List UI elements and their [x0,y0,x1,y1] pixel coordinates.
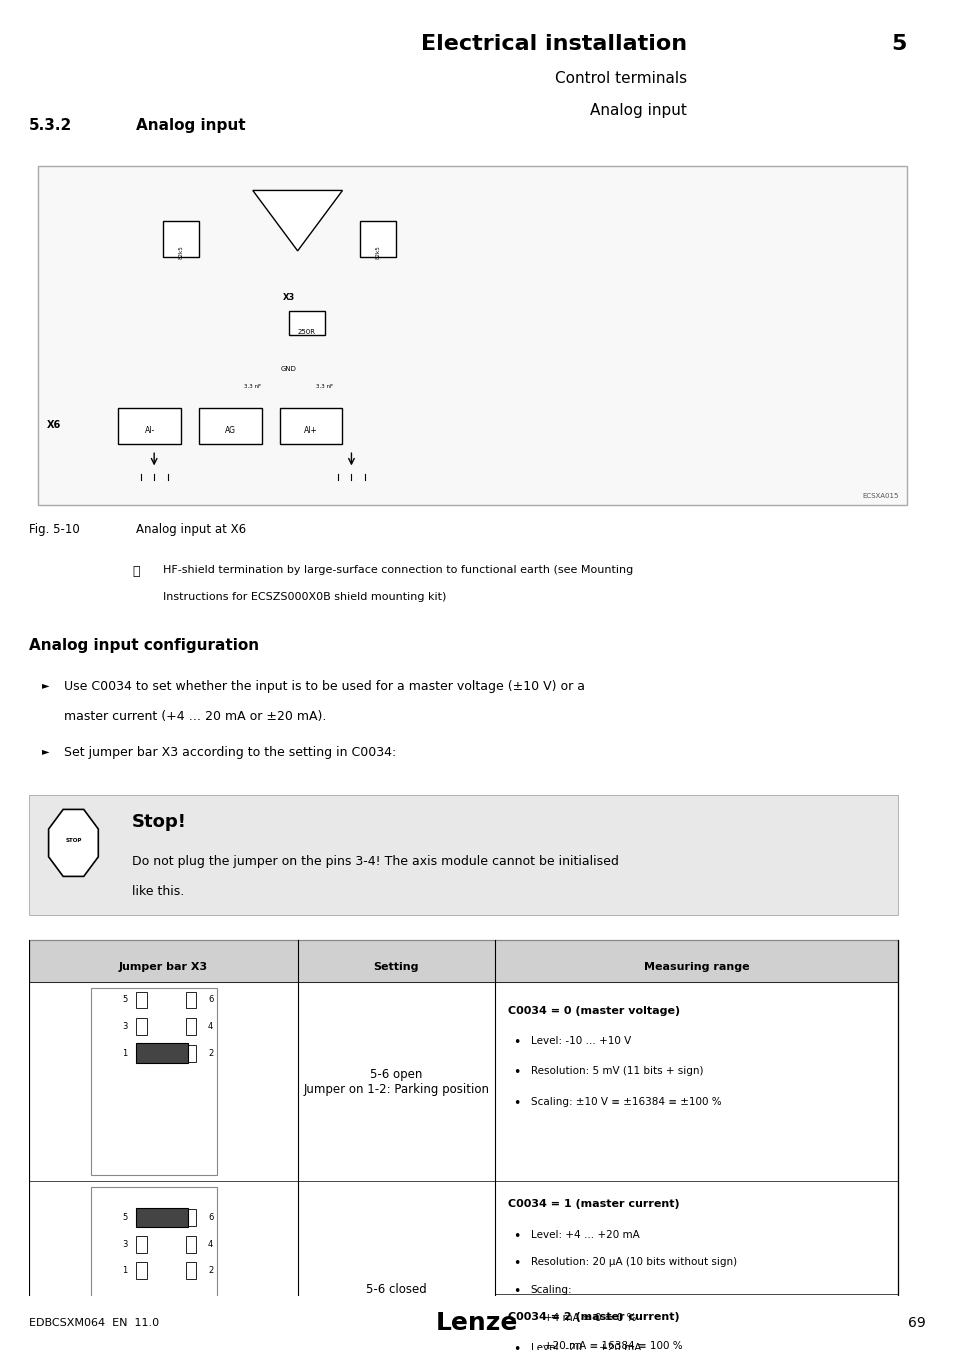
Text: •: • [513,1257,519,1270]
Text: 5: 5 [122,1212,127,1222]
FancyBboxPatch shape [29,795,898,915]
Text: Lenze: Lenze [436,1311,517,1335]
Bar [136,1045,147,1061]
Bar [136,1262,147,1278]
Bar [136,1018,147,1035]
FancyBboxPatch shape [37,166,906,505]
Text: Scaling:: Scaling: [530,1285,572,1295]
Text: 2: 2 [208,1049,213,1057]
Text: ECSXA015: ECSXA015 [862,493,898,498]
Text: Jumper bar X3: Jumper bar X3 [118,961,208,972]
Text: Electrical installation: Electrical installation [420,34,686,54]
Text: •: • [513,1096,519,1110]
Bar [118,408,181,444]
Bar [185,1235,196,1253]
Text: 3.3 nF: 3.3 nF [315,383,333,389]
Text: 5.3.2: 5.3.2 [29,117,71,132]
Text: Level: -20 … +20 mA: Level: -20 … +20 mA [530,1343,640,1350]
Text: 5-6 closed: 5-6 closed [366,1284,426,1296]
Text: AI-: AI- [145,427,154,435]
Text: 4: 4 [208,1022,213,1031]
Bar [136,1044,188,1062]
Text: Stop!: Stop! [132,813,187,830]
Text: 69: 69 [906,1316,924,1330]
Bar [29,940,898,981]
Text: EDBCSXM064  EN  11.0: EDBCSXM064 EN 11.0 [29,1318,158,1328]
Bar [279,408,342,444]
Text: Scaling: ±10 V ≡ ±16384 ≡ ±100 %: Scaling: ±10 V ≡ ±16384 ≡ ±100 % [530,1096,720,1107]
Text: C0034 = 1 (master current): C0034 = 1 (master current) [508,1199,679,1210]
Text: Analog input at X6: Analog input at X6 [136,522,246,536]
Bar [136,1208,188,1227]
Text: Use C0034 to set whether the input is to be used for a master voltage (±10 V) or: Use C0034 to set whether the input is to… [65,680,585,693]
Text: 250R: 250R [297,329,315,335]
Text: 5: 5 [122,995,127,1004]
Text: AG: AG [225,427,235,435]
Polygon shape [49,810,98,876]
Text: 2: 2 [208,1266,213,1276]
Polygon shape [253,190,342,251]
Text: X3: X3 [282,293,294,302]
Text: C0034 = 2 (master current): C0034 = 2 (master current) [508,1312,679,1323]
Bar [360,220,395,256]
Text: GND: GND [280,366,296,371]
Text: Do not plug the jumper on the pins 3-4! The axis module cannot be initialised: Do not plug the jumper on the pins 3-4! … [132,855,618,868]
Text: ►: ► [42,747,50,756]
Text: X6: X6 [47,420,61,431]
Bar [136,1235,147,1253]
Text: ►: ► [42,680,50,690]
Text: •: • [513,1343,519,1350]
Text: Resolution: 5 mV (11 bits + sign): Resolution: 5 mV (11 bits + sign) [530,1066,702,1076]
Text: STOP: STOP [65,838,82,842]
Bar [185,1210,196,1226]
Text: Control terminals: Control terminals [555,72,686,86]
Text: Analog input: Analog input [136,117,246,132]
Text: 4: 4 [208,1239,213,1249]
Text: 3.3 nF: 3.3 nF [244,383,261,389]
Text: Set jumper bar X3 according to the setting in C0034:: Set jumper bar X3 according to the setti… [65,747,396,759]
Text: 6: 6 [208,1212,213,1222]
Text: 5-6 open
Jumper on 1-2: Parking position: 5-6 open Jumper on 1-2: Parking position [303,1068,489,1096]
Bar [289,312,324,335]
Bar [185,991,196,1008]
Bar [136,991,147,1008]
Text: HF-shield termination by large-surface connection to functional earth (see Mount: HF-shield termination by large-surface c… [163,566,633,575]
Text: 82k5: 82k5 [375,244,380,259]
Text: 1: 1 [122,1266,127,1276]
Text: Analog input: Analog input [589,104,686,119]
Text: Level: +4 … +20 mA: Level: +4 … +20 mA [530,1230,639,1239]
Text: Fig. 5-10: Fig. 5-10 [29,522,79,536]
Text: Analog input configuration: Analog input configuration [29,637,258,652]
Bar [185,1045,196,1061]
Text: Setting: Setting [374,961,418,972]
Text: master current (+4 … 20 mA or ±20 mA).: master current (+4 … 20 mA or ±20 mA). [65,710,327,724]
Text: Level: -10 … +10 V: Level: -10 … +10 V [530,1037,630,1046]
Text: 6: 6 [208,995,213,1004]
Bar [185,1018,196,1035]
Text: +4 mA ≡ 0 ≡ 0 %: +4 mA ≡ 0 ≡ 0 % [543,1314,636,1323]
Text: like this.: like this. [132,886,184,898]
Text: +20 mA ≡ 16384 ≡ 100 %: +20 mA ≡ 16384 ≡ 100 % [543,1341,682,1350]
Text: ⌖: ⌖ [132,566,140,578]
Text: 5: 5 [890,34,905,54]
Text: •: • [513,1037,519,1049]
Text: 82k5: 82k5 [178,244,183,259]
Text: Instructions for ECSZS000X0B shield mounting kit): Instructions for ECSZS000X0B shield moun… [163,591,446,602]
Text: Resolution: 20 μA (10 bits without sign): Resolution: 20 μA (10 bits without sign) [530,1257,736,1268]
Text: •: • [513,1066,519,1080]
Text: C0034 = 0 (master voltage): C0034 = 0 (master voltage) [508,1006,679,1017]
Text: AI+: AI+ [304,427,317,435]
Bar [199,408,261,444]
Bar [136,1210,147,1226]
Text: 3: 3 [122,1022,127,1031]
Text: •: • [513,1230,519,1242]
Text: Measuring range: Measuring range [643,961,749,972]
Bar [185,1262,196,1278]
Text: •: • [513,1285,519,1299]
Text: 3: 3 [122,1239,127,1249]
Bar [163,220,199,256]
Text: 1: 1 [122,1049,127,1057]
